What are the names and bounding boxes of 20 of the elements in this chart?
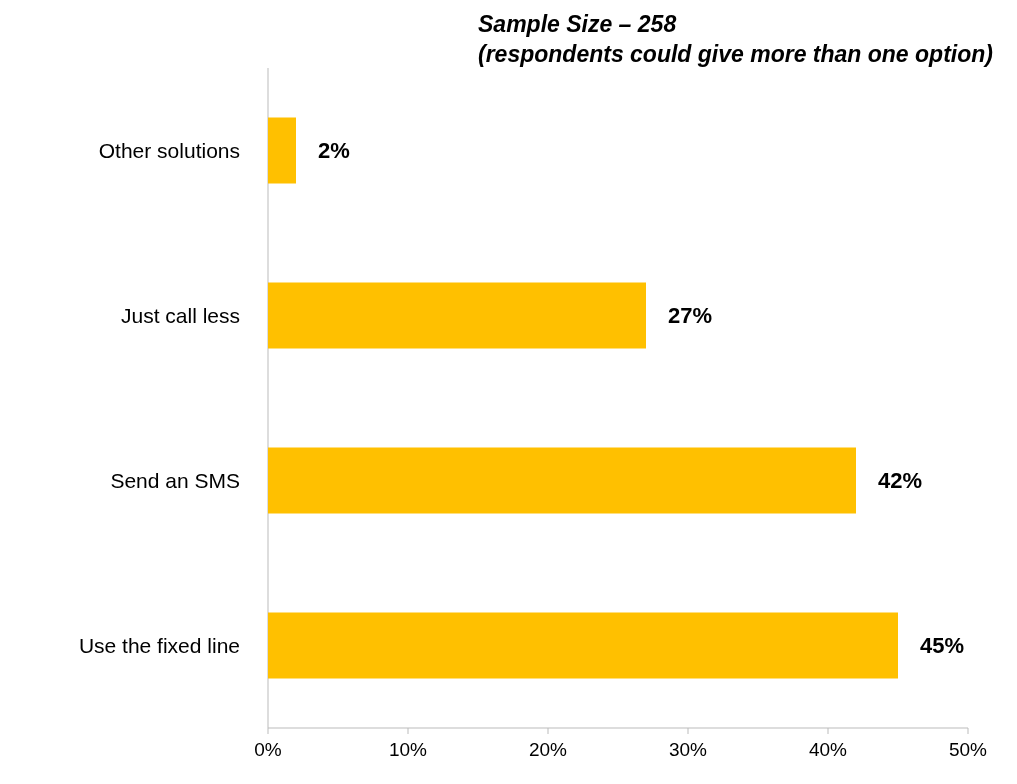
data-label: 27% [668,303,713,328]
x-tick-label: 30% [668,739,708,760]
text: (respondents could give more than one option) [478,41,993,67]
y-tick-label: Send an SMS [110,469,240,492]
y-tick-label: Use the fixed line [78,634,240,657]
data-label: 42% [878,468,923,493]
bar [268,282,646,349]
x-tick-label: 50% [948,739,988,760]
y-tick-label: Other solutions [98,139,240,162]
text: Sample Size – 258 [478,11,677,37]
bar [268,612,898,679]
bar [268,117,296,184]
y-tick-label: Just call less [120,304,240,327]
x-tick-label: 40% [808,739,848,760]
bar [268,447,856,514]
data-label: 2% [318,138,350,163]
x-tick-label: 0% [254,739,282,760]
x-tick-label: 20% [528,739,568,760]
x-tick-label: 10% [388,739,428,760]
data-label: 45% [920,633,965,658]
